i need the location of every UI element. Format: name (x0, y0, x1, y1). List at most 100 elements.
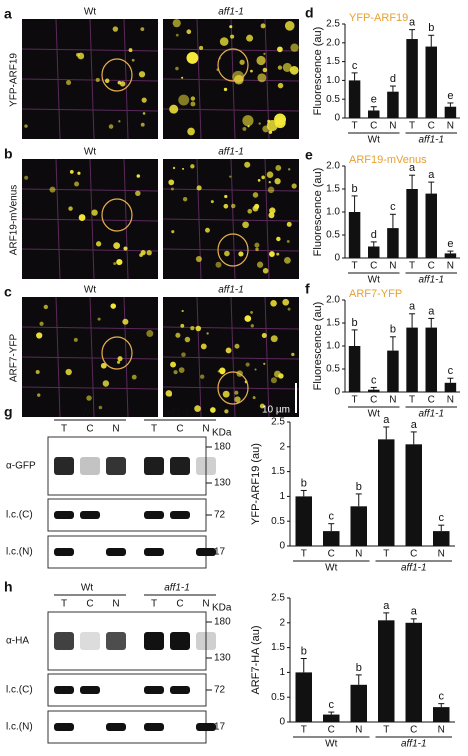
signal (170, 361, 177, 368)
signal (263, 52, 266, 55)
significance-label: c (439, 512, 445, 524)
cell-wall (55, 18, 61, 140)
x-tick-label: T (383, 725, 389, 736)
signal (252, 396, 256, 400)
x-tick-label: C (428, 261, 435, 272)
x-tick-label: N (389, 261, 396, 272)
lane-label: C (86, 424, 93, 435)
lane-label: N (112, 599, 119, 610)
bar (425, 193, 437, 258)
signal (270, 335, 278, 343)
signal (255, 247, 259, 252)
signal (104, 78, 110, 84)
bar (387, 228, 399, 258)
signal (112, 26, 119, 32)
significance-label: b (356, 662, 362, 674)
x-tick-label: C (410, 549, 417, 560)
bar (378, 439, 395, 546)
group-label: Wt (368, 275, 380, 286)
marker-label: 130 (214, 653, 231, 664)
panel-letter: d (305, 5, 314, 21)
significance-label: a (409, 162, 416, 174)
panel-letter: g (4, 404, 13, 420)
x-tick-label: N (389, 395, 396, 406)
signal (205, 227, 210, 233)
group-label: aff1-1 (401, 563, 427, 574)
y-tick-label: 1 (279, 491, 285, 502)
signal (187, 127, 195, 136)
y-tick-label: 0.5 (326, 364, 340, 375)
signal (139, 253, 143, 257)
signal (190, 325, 195, 331)
y-tick-label: 0 (279, 541, 285, 552)
cell-wall (21, 78, 159, 82)
significance-label: b (352, 183, 358, 195)
signal (171, 230, 175, 234)
signal (291, 352, 295, 357)
marker-label: 72 (214, 685, 226, 696)
y-tick-label: 2.0 (326, 161, 340, 172)
signal (116, 258, 123, 266)
significance-label: a (383, 414, 390, 426)
signal (24, 124, 28, 128)
significance-label: e (447, 90, 453, 102)
signal (69, 170, 74, 174)
chart-title: YFP-ARF19 (349, 12, 408, 24)
band (144, 511, 164, 519)
signal (131, 374, 137, 380)
signal (267, 186, 275, 194)
cell-wall (162, 78, 300, 82)
signal (270, 377, 277, 384)
cell-wall (264, 158, 270, 280)
x-tick-label: N (447, 395, 454, 406)
blot-frame (47, 710, 207, 744)
x-tick-label: T (352, 395, 358, 406)
cell-wall (264, 296, 270, 418)
x-tick-label: C (370, 121, 377, 132)
y-tick-label: 2.0 (326, 37, 340, 48)
signal (278, 373, 284, 379)
group-label: Wt (325, 563, 337, 574)
signal (277, 82, 284, 89)
row-label: l.c.(C) (6, 685, 33, 696)
signal (190, 96, 196, 101)
signal (288, 168, 291, 171)
signal (146, 250, 152, 256)
x-tick-label: T (301, 549, 307, 560)
band (106, 457, 126, 475)
bar (350, 684, 367, 722)
signal (219, 367, 226, 375)
marker-label: 180 (214, 442, 231, 453)
signal (257, 73, 267, 83)
signal (261, 175, 265, 180)
signal (277, 46, 283, 53)
signal (100, 362, 107, 369)
signal (284, 21, 295, 31)
row-label: l.c.(N) (6, 547, 33, 558)
cell-wall (89, 296, 95, 418)
group-label: aff1-1 (164, 408, 190, 419)
significance-label: c (439, 691, 445, 703)
cell-wall (89, 18, 95, 140)
x-tick-label: N (355, 549, 362, 560)
signal (225, 347, 232, 354)
signal (276, 252, 280, 256)
signal (122, 318, 129, 325)
signal (102, 380, 110, 387)
signal (239, 59, 245, 65)
bar (405, 622, 422, 722)
band (144, 457, 164, 475)
signal (262, 267, 269, 274)
signal (242, 221, 249, 229)
lane-label: T (61, 599, 67, 610)
bar (348, 346, 361, 392)
panel-letter: e (305, 147, 313, 163)
signal (290, 43, 299, 52)
lane-label: C (86, 599, 93, 610)
panel-letter: b (4, 146, 13, 162)
signal (217, 370, 220, 373)
signal (43, 304, 49, 310)
signal (223, 87, 228, 92)
signal (182, 196, 188, 202)
lane-label: N (112, 424, 119, 435)
